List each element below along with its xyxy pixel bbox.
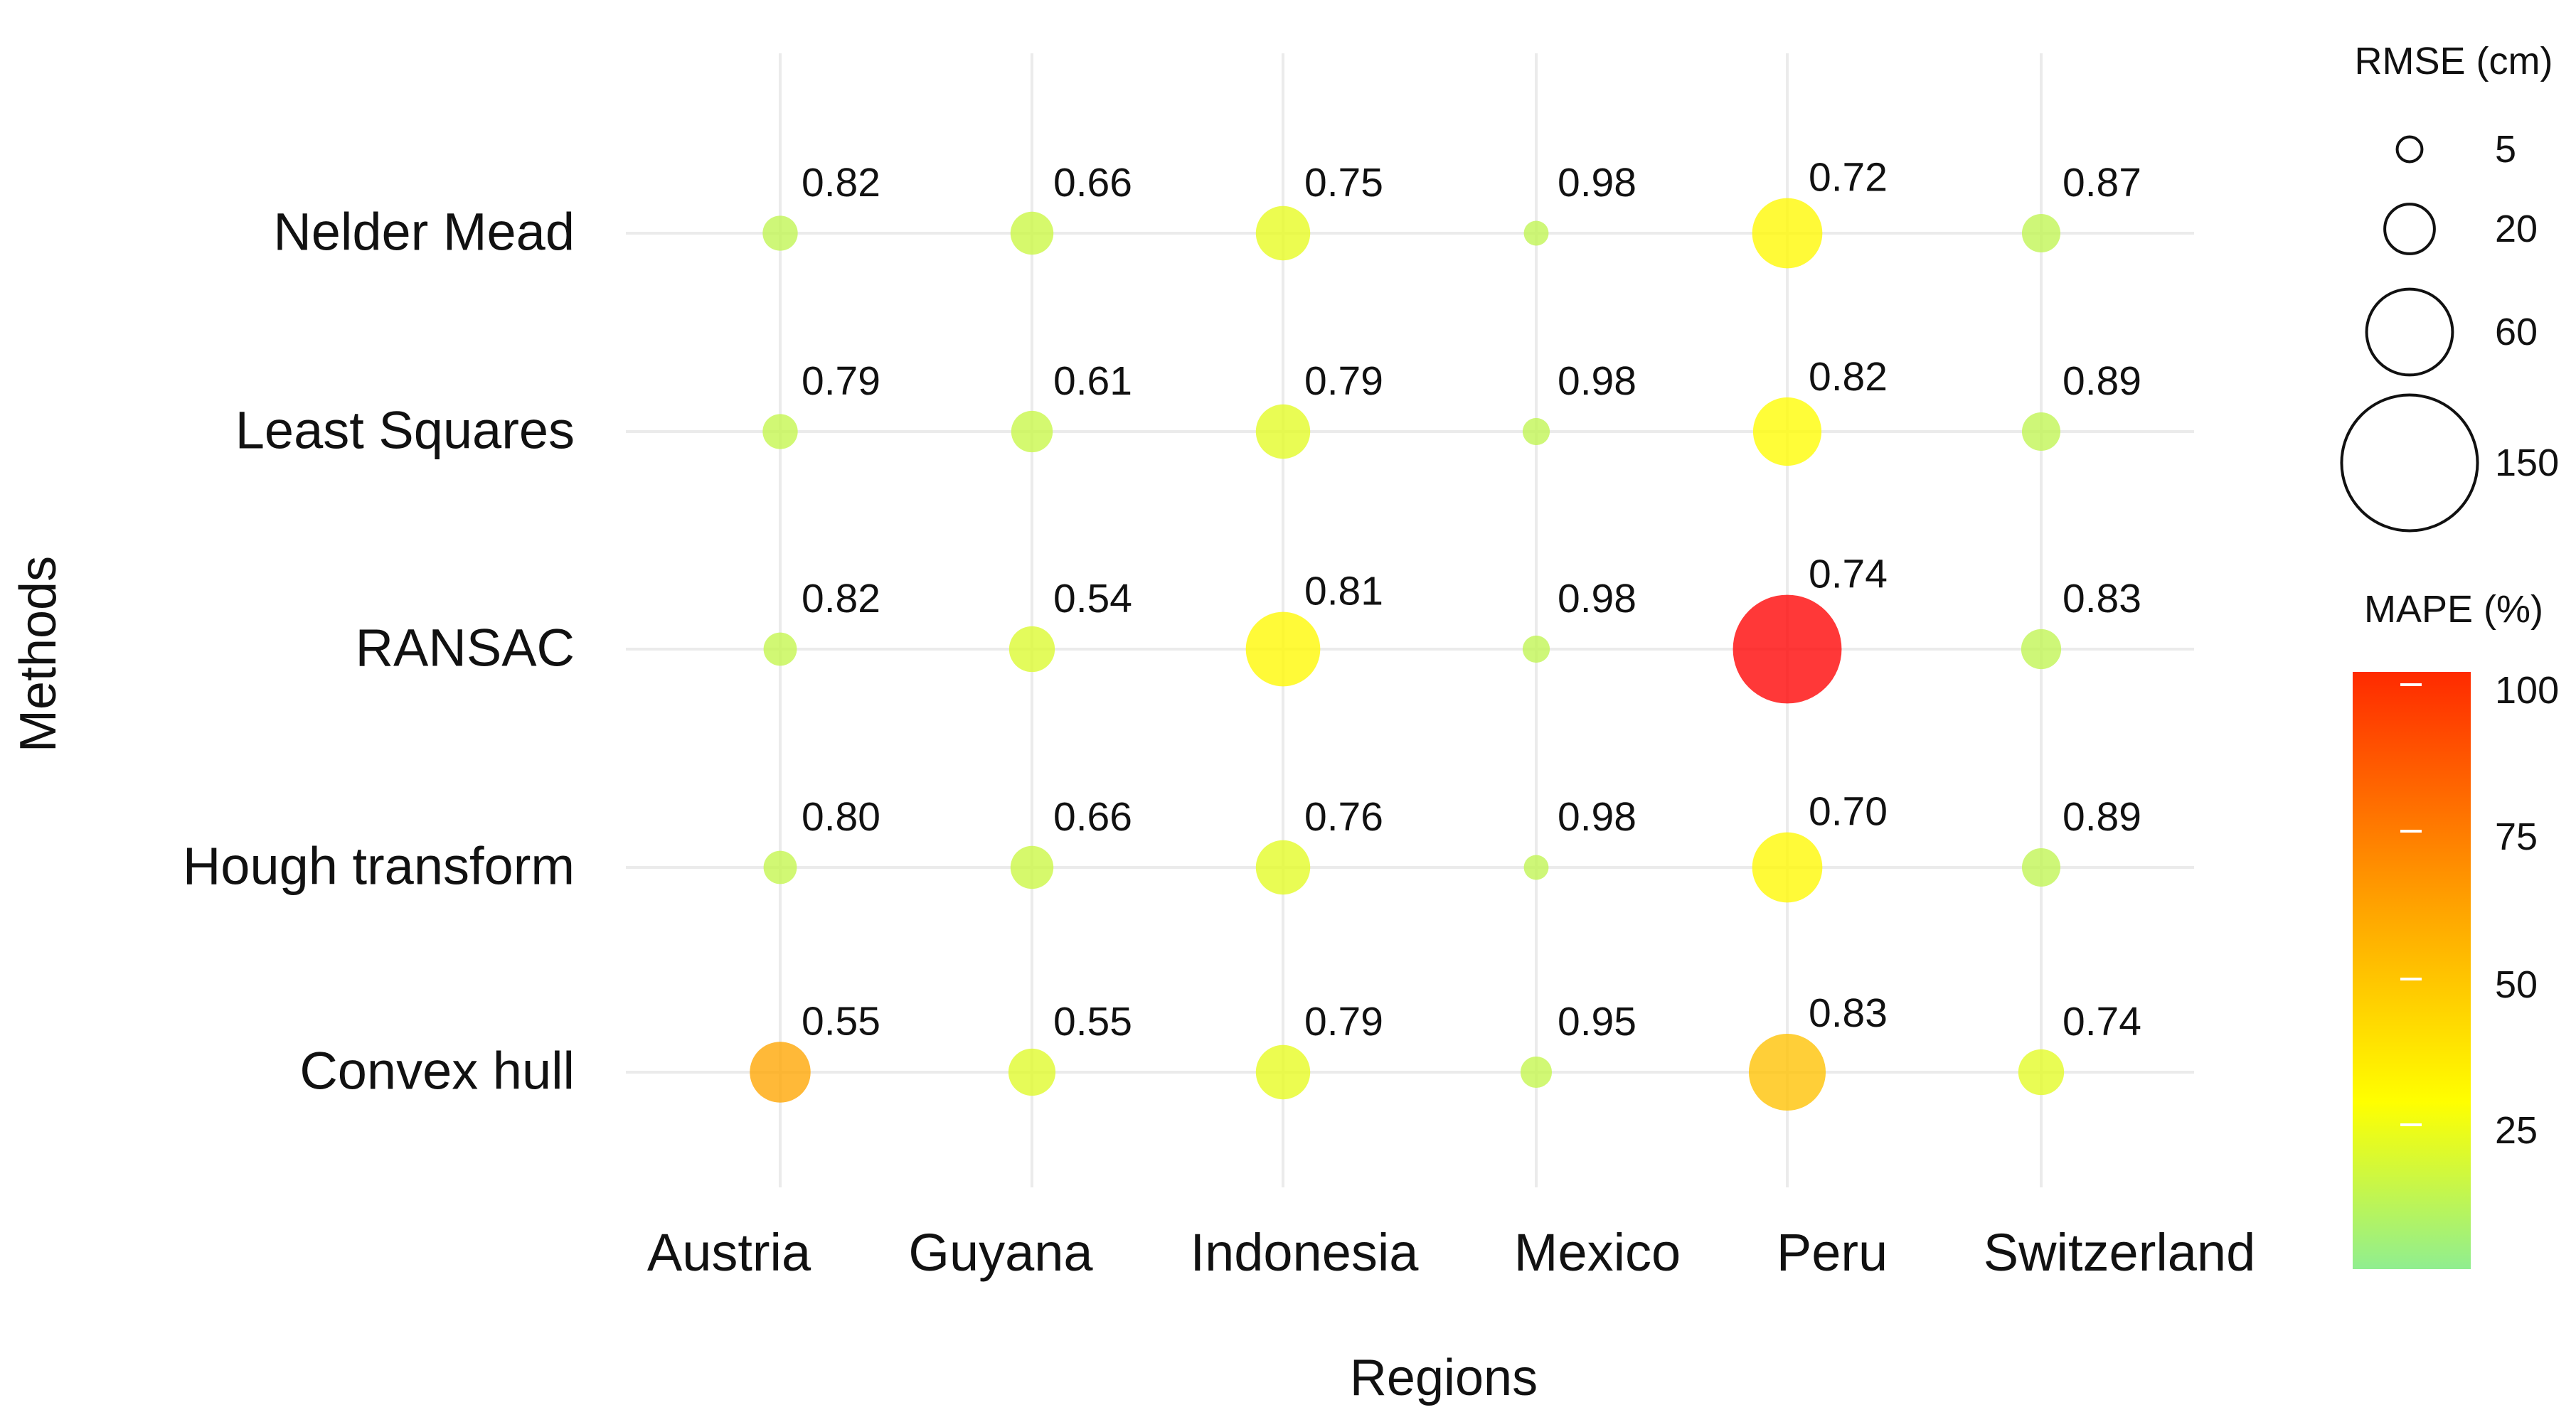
data-point	[1008, 626, 1055, 673]
data-label: 0.70	[1809, 789, 1888, 835]
data-label: 0.79	[1304, 358, 1383, 404]
y-tick-label: Hough transform	[183, 837, 575, 896]
data-point	[1255, 840, 1311, 895]
data-point	[1008, 1048, 1056, 1096]
data-point	[763, 632, 797, 666]
data-label: 0.82	[802, 160, 880, 205]
color-legend-label: 50	[2495, 963, 2538, 1006]
y-axis-title: Methods	[10, 556, 67, 752]
x-tick-label: Indonesia	[1191, 1223, 1420, 1282]
data-label: 0.81	[1304, 569, 1383, 614]
color-legend-title: MAPE (%)	[2364, 588, 2543, 631]
data-label: 0.83	[1809, 990, 1888, 1036]
data-point	[2021, 412, 2061, 451]
size-legend-circle	[2340, 393, 2479, 533]
data-label: 0.82	[802, 576, 880, 621]
x-axis-tick-labels: Austria Guyana Indonesia Mexico Peru Switzerl…	[647, 1223, 2255, 1282]
data-point	[1245, 611, 1321, 687]
data-label: 0.98	[1558, 794, 1636, 840]
data-point	[1733, 594, 1842, 704]
data-point	[2018, 1049, 2065, 1096]
data-label: 0.74	[1809, 552, 1888, 597]
data-point	[1255, 404, 1311, 459]
data-point	[1011, 410, 1053, 453]
data-label: 0.98	[1558, 358, 1636, 404]
size-legend-label: 60	[2495, 311, 2538, 353]
data-label: 0.89	[2063, 358, 2141, 404]
data-label: 0.79	[802, 358, 880, 404]
data-point	[1752, 832, 1823, 903]
data-label: 0.74	[2063, 999, 2141, 1044]
color-legend-bar	[2353, 672, 2471, 1269]
data-point	[1010, 211, 1054, 255]
data-point	[1522, 635, 1550, 663]
y-tick-label: Least Squares	[235, 401, 575, 460]
size-legend-circle	[2365, 287, 2454, 377]
size-legend-circle	[2395, 135, 2424, 164]
size-legend-label: 20	[2495, 208, 2538, 250]
data-points	[750, 198, 2065, 1111]
size-legend-label: 5	[2495, 128, 2516, 171]
data-point	[1752, 397, 1822, 466]
x-tick-label: Switzerland	[1984, 1223, 2256, 1282]
data-label: 0.95	[1558, 999, 1636, 1044]
size-legend-title: RMSE (cm)	[2355, 40, 2553, 82]
x-tick-label: Guyana	[908, 1223, 1093, 1282]
data-label: 0.54	[1053, 576, 1132, 621]
data-point	[2021, 629, 2062, 670]
data-label: 0.87	[2063, 160, 2141, 205]
data-label: 0.89	[2063, 794, 2141, 840]
data-point	[763, 850, 797, 884]
data-label: 0.80	[802, 794, 880, 840]
x-tick-label: Peru	[1777, 1223, 1888, 1282]
data-label: 0.61	[1053, 358, 1132, 404]
data-point	[1255, 205, 1311, 261]
data-label: 0.79	[1304, 999, 1383, 1044]
y-tick-label: Convex hull	[299, 1042, 575, 1101]
y-tick-label: RANSAC	[356, 619, 575, 678]
data-label: 0.66	[1053, 160, 1132, 205]
data-label: 0.82	[1809, 354, 1888, 400]
data-point	[1752, 198, 1823, 269]
data-point	[762, 414, 798, 449]
data-point	[1523, 855, 1549, 880]
data-label: 0.76	[1304, 794, 1383, 840]
color-legend-label: 100	[2495, 669, 2559, 712]
data-point	[1748, 1033, 1826, 1111]
data-label: 0.98	[1558, 576, 1636, 621]
data-point	[762, 215, 798, 251]
data-label: 0.83	[2063, 576, 2141, 621]
data-label: 0.72	[1809, 155, 1888, 201]
size-legend: RMSE (cm) 5 20 60 150	[2340, 40, 2559, 533]
data-label: 0.98	[1558, 160, 1636, 205]
y-tick-label: Nelder Mead	[273, 203, 575, 262]
x-axis-title: Regions	[1350, 1349, 1538, 1406]
data-label: 0.55	[802, 998, 880, 1044]
color-legend: MAPE (%) 25 50 75 100	[2353, 588, 2559, 1269]
data-point	[1255, 1044, 1311, 1100]
data-labels: 0.82 0.66 0.75 0.98 0.72 0.87 0.79 0.61 0.79 0.98…	[802, 155, 2141, 1044]
size-legend-circle	[2383, 203, 2436, 255]
data-point	[2021, 848, 2061, 887]
x-tick-label: Austria	[647, 1223, 811, 1282]
data-label: 0.75	[1304, 160, 1383, 205]
data-point	[1522, 417, 1550, 446]
color-legend-label: 25	[2495, 1109, 2538, 1152]
size-legend-label: 150	[2495, 442, 2559, 484]
data-point	[2021, 213, 2061, 253]
x-tick-label: Mexico	[1514, 1223, 1681, 1282]
data-point	[1520, 1056, 1553, 1089]
data-point	[750, 1042, 811, 1103]
color-legend-label: 75	[2495, 816, 2538, 858]
data-point	[1010, 845, 1054, 889]
data-label: 0.66	[1053, 794, 1132, 840]
y-axis-tick-labels: Nelder Mead Least Squares RANSAC Hough tran…	[183, 203, 575, 1101]
data-label: 0.55	[1053, 999, 1132, 1044]
data-point	[1523, 220, 1549, 246]
